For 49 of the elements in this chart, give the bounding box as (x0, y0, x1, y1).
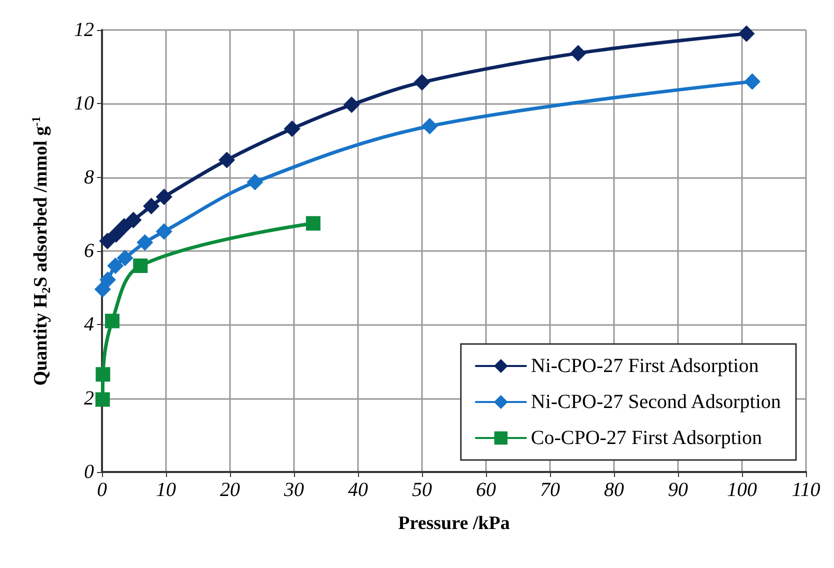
x-tick-label: 10 (156, 479, 176, 501)
x-tick-label: 40 (348, 479, 368, 501)
point (104, 314, 120, 328)
legend-label: Ni-CPO-27 First Adsorption (530, 355, 759, 377)
point (133, 258, 148, 273)
point (414, 74, 430, 90)
x-tick-label: 50 (412, 479, 432, 501)
point (94, 282, 110, 298)
point (422, 118, 438, 134)
point (219, 152, 235, 168)
x-axis-title: Pressure /kPa (398, 513, 510, 534)
point (738, 26, 754, 42)
y-tick-label: 4 (84, 314, 94, 336)
point (116, 218, 132, 234)
y-tick-label: 10 (74, 92, 94, 115)
point (156, 224, 172, 240)
point (156, 189, 172, 205)
x-tick-label: 110 (792, 479, 820, 501)
point (247, 174, 263, 190)
point (306, 216, 320, 231)
y-tick-label: 8 (84, 166, 94, 188)
y-tick-label: 0 (84, 461, 94, 483)
point (95, 392, 110, 407)
x-tick-label: 90 (668, 479, 688, 501)
x-tick-label: 100 (727, 479, 757, 501)
x-tick-label: 20 (220, 479, 240, 501)
x-tick-label: 70 (540, 479, 560, 501)
point (108, 226, 124, 242)
legend-label: Co-CPO-27 First Adsorption (530, 427, 762, 449)
point (344, 97, 360, 113)
point (137, 234, 153, 250)
y-tick-label: 2 (84, 387, 94, 410)
x-tick-label: 60 (476, 479, 496, 501)
x-tick-label: 30 (283, 479, 304, 501)
point (96, 367, 110, 382)
y-axis-title: Quantity H2S adsorbed /mmol g-1 (29, 116, 53, 386)
y-tick-label: 6 (84, 240, 94, 262)
point (100, 272, 116, 288)
x-tick-label: 80 (604, 479, 624, 501)
point (126, 212, 142, 228)
y-tick-label: 12 (74, 19, 94, 41)
point (570, 45, 586, 61)
point (100, 233, 116, 249)
point (144, 198, 160, 214)
point (108, 258, 124, 274)
point (744, 74, 760, 90)
point (117, 250, 133, 266)
point (284, 120, 300, 136)
legend-label: Ni-CPO-27 Second Adsorption (530, 391, 781, 413)
